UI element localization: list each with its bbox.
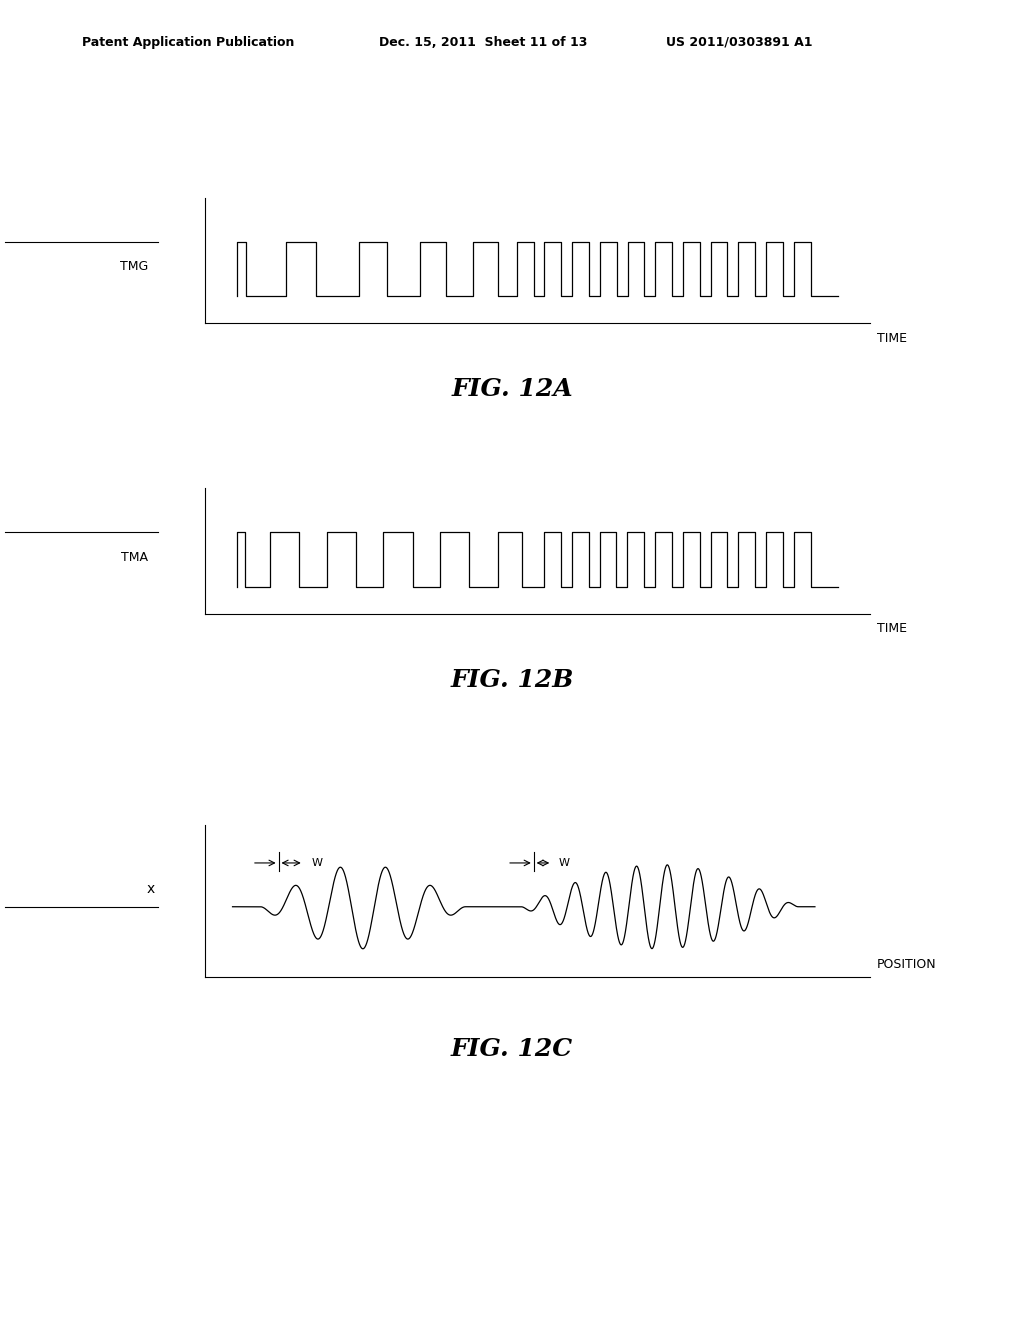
- Text: FIG. 12A: FIG. 12A: [452, 378, 572, 401]
- Text: Patent Application Publication: Patent Application Publication: [82, 36, 294, 49]
- Text: US 2011/0303891 A1: US 2011/0303891 A1: [666, 36, 812, 49]
- Text: W: W: [559, 858, 570, 869]
- Text: Dec. 15, 2011  Sheet 11 of 13: Dec. 15, 2011 Sheet 11 of 13: [379, 36, 587, 49]
- Text: x: x: [146, 882, 155, 896]
- Text: FIG. 12C: FIG. 12C: [451, 1038, 573, 1061]
- Text: TMG: TMG: [120, 260, 148, 273]
- Text: FIG. 12B: FIG. 12B: [451, 668, 573, 692]
- Text: W: W: [312, 858, 323, 869]
- Text: TIME: TIME: [878, 622, 907, 635]
- Text: POSITION: POSITION: [878, 958, 937, 972]
- Text: TMA: TMA: [121, 550, 148, 564]
- Text: TIME: TIME: [878, 331, 907, 345]
